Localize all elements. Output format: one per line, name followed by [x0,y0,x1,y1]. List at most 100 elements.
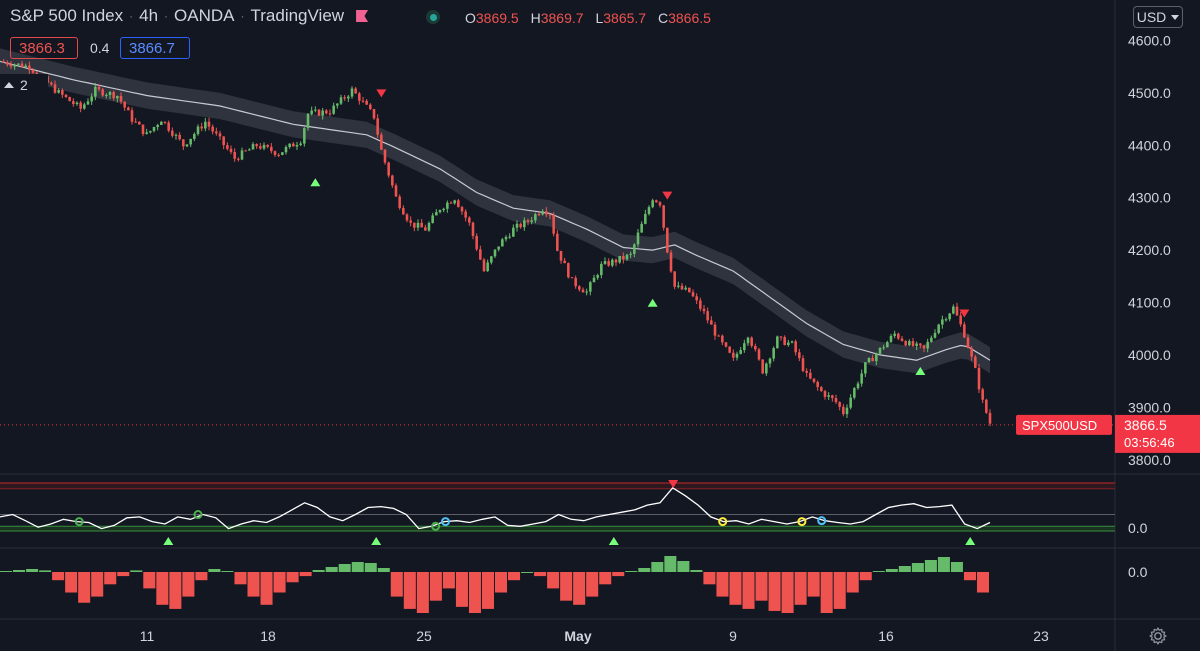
candle-body [750,337,753,346]
histogram-bar [638,568,651,572]
histogram-bar [625,571,638,572]
candle-body [812,378,816,382]
candle-body [53,84,57,93]
histogram-bar [0,571,13,572]
gear-icon[interactable] [1148,626,1168,646]
buy-button[interactable]: 3866.7 [120,37,190,59]
candle-body [559,250,563,261]
candle-body [768,358,772,364]
candle-body [387,162,390,176]
candle-body [446,202,449,209]
candle-body [537,214,541,216]
candle-body [765,363,768,374]
histogram-bar [664,556,677,572]
histogram-bar [534,572,547,577]
candle-body [596,275,599,278]
histogram-bar [338,564,351,572]
candle-body [376,118,379,135]
candle-body [900,338,904,342]
candle-body [28,65,31,70]
candle-body [299,143,302,145]
candle-body [119,95,123,102]
osc-cross-dot [74,517,84,527]
candle-body [919,343,922,346]
histogram-bar [247,572,260,597]
candle-body [152,127,156,131]
histogram-bar [455,572,468,607]
candle-body [607,261,610,266]
candle-body [405,214,409,221]
candle-body [68,97,71,102]
candle-body [809,372,812,379]
candle-body [372,109,376,119]
candle-body [292,143,295,147]
price-tick-label: 3900.0 [1128,399,1171,415]
price-tick-label: 4400.0 [1128,137,1171,153]
sell-signal-marker [959,309,970,318]
histogram-bar [299,572,312,577]
indicator-count: 2 [20,77,28,93]
time-tick-label: 11 [140,628,155,644]
candle-body [911,341,915,346]
histogram-bar [312,570,325,572]
candle-body [831,395,834,399]
open-value: 3869.5 [475,10,519,26]
candle-body [72,101,75,105]
oscillator-line [0,486,991,530]
currency-select[interactable]: USD [1133,6,1183,28]
interval-label[interactable]: 4h [139,6,159,25]
candle-body [504,237,508,240]
histogram-bar [104,572,117,585]
candle-body [237,158,240,160]
candle-body [281,152,284,155]
histogram-bar [39,570,52,572]
candle-body [174,134,178,136]
candle-body [204,121,207,129]
candle-body [394,185,398,197]
candle-body [523,220,526,228]
candle-body [339,97,343,104]
candle-body [581,289,585,293]
histogram-bar [182,572,195,597]
candle-body [90,96,93,102]
candle-body [541,211,544,215]
candle-body [2,61,5,63]
histogram-bar [429,572,442,601]
candle-body [310,110,313,114]
candle-body [787,342,790,346]
candle-body [838,402,841,407]
symbol-header[interactable]: S&P 500 Index · 4h · OANDA · TradingView [10,6,369,26]
candle-body [728,346,731,353]
candle-body [739,350,742,354]
symbol-tag-bg [1016,414,1112,435]
candle-body [849,397,852,408]
indicator-legend-toggle[interactable]: 2 [0,74,48,96]
candle-body [453,200,456,204]
candle-body [75,102,79,105]
open-label: O [465,10,476,26]
candle-body [435,212,438,216]
candle-body [200,126,203,129]
candle-body [640,223,643,233]
candle-body [988,412,992,424]
sell-button[interactable]: 3866.3 [10,37,78,59]
osc-sell-marker [668,480,679,488]
candle-body [266,144,269,147]
histogram-bar [156,572,169,605]
histogram-bar [924,560,937,572]
symbol-name[interactable]: S&P 500 Index [10,6,124,25]
flag-icon[interactable] [356,10,369,22]
candle-body [574,277,577,287]
histogram-bar [781,572,794,613]
candle-body [163,121,167,123]
candle-body [897,333,900,339]
candle-body [860,373,863,384]
candle-body [101,89,104,96]
candle-body [816,381,819,388]
candle-body [974,356,977,368]
candle-body [211,126,214,132]
candle-body [218,133,222,137]
histogram-bar [690,570,703,572]
histogram-bar [833,572,846,609]
